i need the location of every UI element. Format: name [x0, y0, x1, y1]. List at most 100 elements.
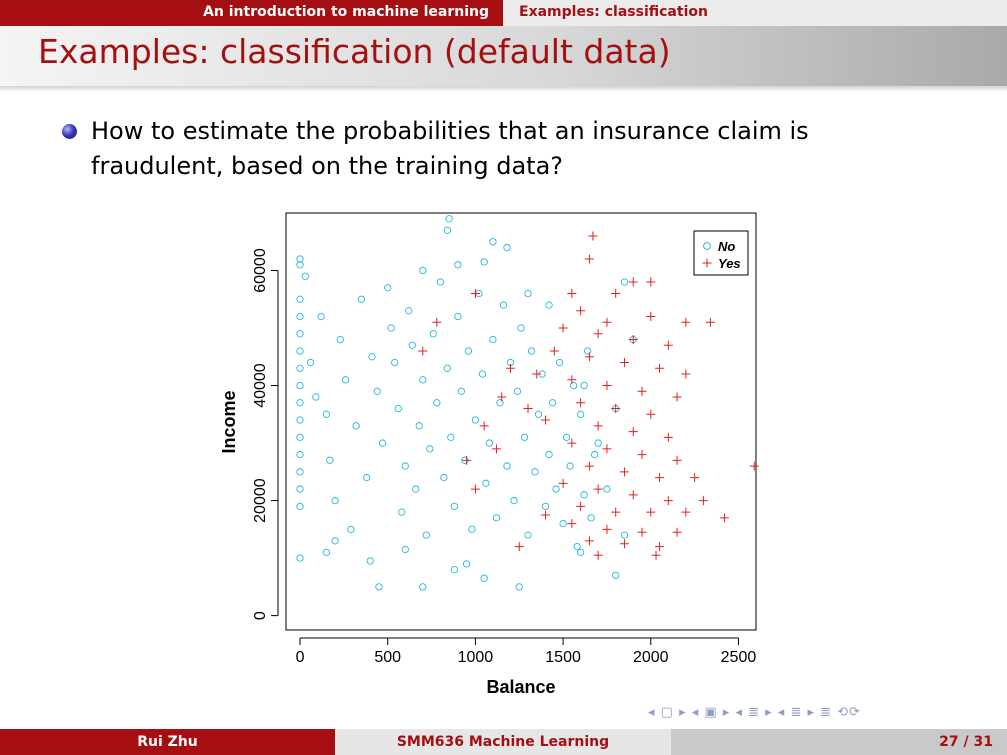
- point-no: [499, 301, 508, 309]
- point-no: [422, 531, 430, 539]
- point-yes: [628, 427, 638, 437]
- point-yes: [567, 375, 577, 385]
- point-yes: [611, 404, 621, 414]
- point-yes: [558, 323, 568, 333]
- point-yes: [705, 317, 715, 327]
- point-no: [419, 583, 427, 591]
- point-yes: [646, 277, 656, 287]
- point-no: [569, 381, 578, 390]
- point-yes: [462, 455, 472, 465]
- point-yes: [602, 444, 612, 454]
- point-yes: [418, 346, 428, 356]
- point-no: [322, 548, 330, 557]
- point-no: [524, 289, 532, 298]
- point-no: [594, 439, 602, 447]
- point-yes: [523, 404, 533, 414]
- point-yes: [663, 340, 673, 350]
- point-no: [580, 491, 588, 499]
- x-tick-label: 2000: [633, 649, 669, 666]
- legend-yes-label: Yes: [718, 256, 741, 271]
- point-no: [468, 525, 476, 533]
- x-tick-label: 1000: [458, 649, 494, 666]
- point-no: [580, 381, 588, 390]
- y-tick-label: 0: [252, 611, 269, 620]
- top-navigation: An introduction to machine learning Exam…: [0, 0, 1007, 26]
- x-axis-label: Balance: [486, 677, 555, 697]
- point-yes: [637, 527, 647, 537]
- point-no: [520, 433, 529, 441]
- footer: Rui Zhu SMM636 Machine Learning 27 / 31: [0, 729, 1007, 755]
- point-yes: [541, 510, 551, 520]
- nav-section-link[interactable]: An introduction to machine learning: [203, 4, 489, 20]
- point-yes: [470, 484, 480, 494]
- point-no: [405, 307, 413, 315]
- point-no: [296, 381, 304, 390]
- point-no: [457, 387, 466, 395]
- point-no: [559, 519, 567, 528]
- point-no: [531, 468, 539, 476]
- point-no: [326, 456, 334, 464]
- point-no: [296, 554, 304, 562]
- footer-course: SMM636 Machine Learning: [396, 734, 610, 750]
- nav-subsection-link[interactable]: Examples: classification: [519, 4, 708, 20]
- point-no: [450, 502, 459, 510]
- point-yes: [497, 392, 507, 402]
- y-axis: 0 20000 40000 60000: [252, 248, 279, 620]
- nav-section-area: An introduction to machine learning: [0, 0, 503, 26]
- point-no: [341, 376, 350, 384]
- point-no: [480, 574, 488, 582]
- point-yes: [672, 527, 682, 537]
- series-yes: [418, 231, 759, 560]
- point-yes: [628, 335, 638, 345]
- point-yes: [663, 496, 673, 506]
- point-no: [517, 324, 525, 332]
- x-tick-label: 2500: [721, 649, 757, 666]
- point-yes: [602, 381, 612, 391]
- scatter-plot: 0 20000 40000 60000 0 500 1000 1500 2000 2500 Ba…: [219, 212, 759, 697]
- point-no: [331, 496, 339, 505]
- point-no: [515, 583, 523, 591]
- point-yes: [672, 392, 682, 402]
- point-yes: [532, 369, 542, 379]
- point-no: [620, 531, 629, 539]
- point-no: [462, 560, 471, 568]
- point-no: [398, 508, 406, 516]
- point-yes: [719, 513, 729, 523]
- point-no: [296, 364, 304, 372]
- point-no: [352, 422, 360, 430]
- point-no: [429, 330, 437, 338]
- y-tick-label: 20000: [252, 478, 269, 523]
- point-no: [412, 485, 420, 493]
- point-yes: [558, 478, 568, 488]
- point-no: [296, 399, 304, 407]
- point-no: [566, 462, 574, 470]
- point-no: [296, 261, 304, 269]
- point-no: [591, 450, 599, 459]
- footer-course-area: [335, 729, 671, 755]
- y-axis-label: Income: [219, 390, 239, 453]
- point-yes: [646, 507, 656, 517]
- point-no: [510, 496, 518, 505]
- point-no: [603, 485, 611, 493]
- point-yes: [619, 539, 629, 549]
- point-no: [480, 258, 488, 266]
- point-no: [440, 473, 448, 482]
- point-yes: [655, 473, 665, 483]
- navigation-symbols[interactable]: ◂ ▢ ▸ ◂ ▣ ▸ ◂ ≣ ▸ ◂ ≣ ▸ ≣ ⟲⟳: [648, 705, 861, 720]
- point-no: [419, 376, 427, 384]
- point-yes: [619, 467, 629, 477]
- point-yes: [611, 289, 621, 299]
- footer-author: Rui Zhu: [137, 734, 198, 750]
- point-yes: [749, 461, 759, 471]
- point-yes: [619, 358, 629, 368]
- point-no: [492, 514, 501, 522]
- point-no: [347, 525, 355, 533]
- plot-frame: [285, 212, 757, 631]
- point-no: [562, 433, 571, 441]
- point-no: [541, 502, 550, 510]
- point-no: [296, 347, 304, 355]
- point-no: [391, 358, 399, 367]
- point-no: [322, 410, 330, 418]
- legend-no-marker: [703, 242, 711, 250]
- point-no: [408, 341, 416, 349]
